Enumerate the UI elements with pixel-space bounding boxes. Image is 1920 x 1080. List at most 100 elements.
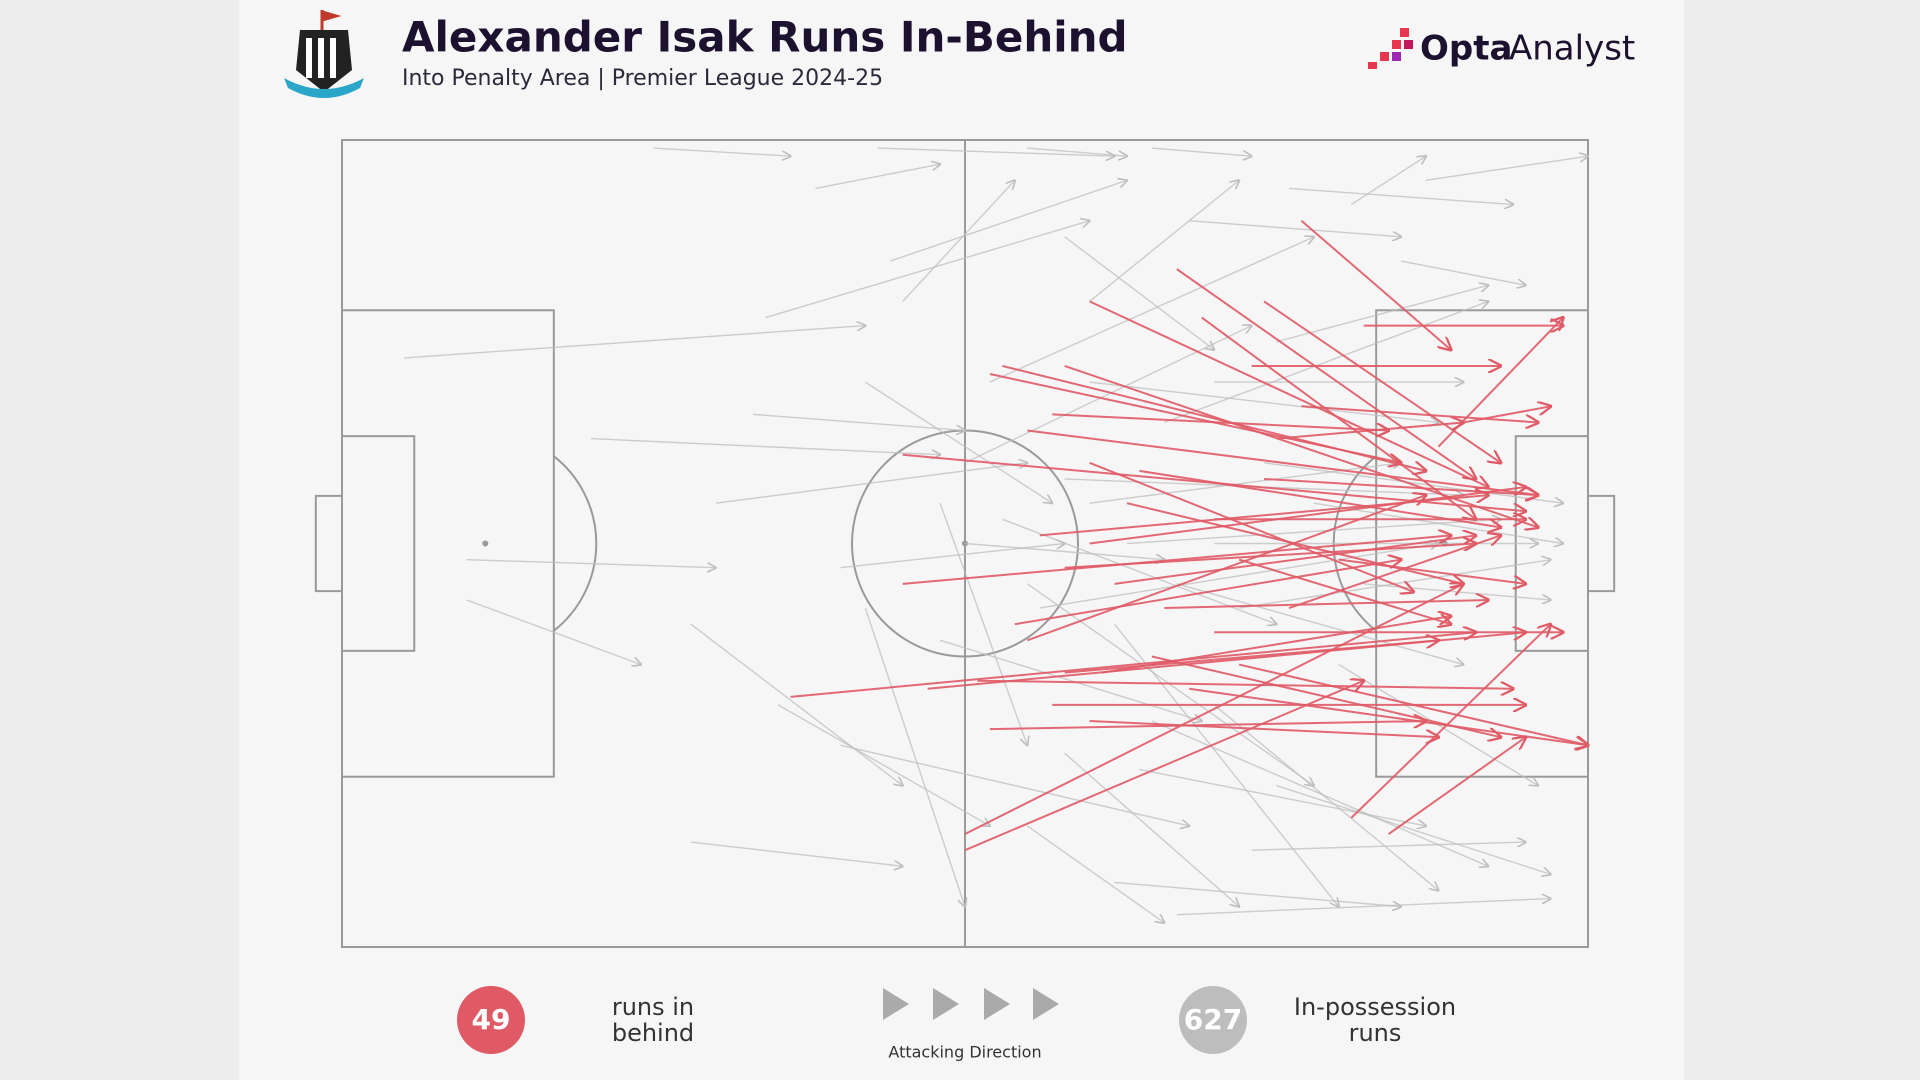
possession-run	[777, 704, 990, 826]
possession-run	[1425, 156, 1588, 182]
run-in-behind	[1238, 663, 1588, 746]
possession-run	[939, 502, 1027, 745]
brand-logo: Opta Analyst	[1368, 28, 1635, 69]
run-in-behind	[902, 535, 1451, 585]
possession-run	[690, 841, 903, 866]
run-in-behind	[1164, 600, 1488, 610]
possession-run	[964, 542, 1164, 560]
possession-run	[902, 180, 1015, 302]
possession-run	[1114, 881, 1402, 906]
possession-run	[1263, 462, 1563, 503]
possession-run	[890, 180, 1127, 262]
penalty-arc	[553, 455, 598, 632]
run-in-behind	[1263, 477, 1538, 495]
run-in-behind	[1300, 219, 1451, 350]
run-in-behind	[1276, 422, 1464, 440]
run-in-behind	[1288, 535, 1501, 610]
possession-run	[1026, 583, 1314, 786]
run-in-behind	[1052, 413, 1388, 430]
run-in-behind	[1263, 300, 1501, 462]
possession-run	[1064, 752, 1239, 906]
runs	[404, 147, 1588, 923]
possession-run	[1251, 842, 1526, 851]
brand-light: Analyst	[1509, 29, 1635, 69]
possession-run	[1064, 236, 1215, 350]
possession-run	[815, 164, 940, 190]
legend-badge	[457, 986, 525, 1054]
run-in-behind	[1350, 624, 1550, 819]
possession-run	[989, 237, 1314, 383]
run-in-behind	[1064, 544, 1476, 569]
possession-run	[1176, 899, 1551, 916]
run-in-behind	[1089, 720, 1439, 737]
possession-run	[964, 326, 1252, 464]
run-in-behind	[1463, 406, 1550, 424]
possession-run	[1189, 220, 1401, 237]
run-in-behind	[1338, 558, 1526, 584]
run-in-behind	[1014, 560, 1401, 626]
run-in-behind	[1139, 469, 1500, 527]
direction-arrow	[883, 988, 909, 1020]
run-in-behind	[1176, 268, 1476, 479]
brand-bold: Opta	[1420, 29, 1512, 69]
run-in-behind	[1089, 461, 1414, 592]
possession-run	[1026, 825, 1164, 923]
run-in-behind	[1026, 495, 1426, 642]
run-in-behind	[1114, 535, 1476, 585]
possession-run	[1276, 784, 1551, 875]
run-in-behind	[1238, 558, 1451, 625]
possession-run	[753, 413, 965, 430]
possession-run	[1089, 180, 1240, 302]
possession-run	[715, 463, 1028, 504]
possession-run	[1139, 768, 1426, 825]
goal	[1587, 494, 1616, 593]
possession-run	[690, 623, 903, 785]
possession-run	[877, 147, 1115, 156]
card	[239, 0, 1684, 1080]
legend-badge	[1179, 986, 1247, 1054]
run-in-behind	[1064, 365, 1538, 527]
run-in-behind	[1101, 616, 1451, 674]
possession-run	[466, 599, 641, 665]
possession-run	[1288, 187, 1513, 204]
run-in-behind	[790, 632, 1476, 698]
possession-run	[1089, 463, 1402, 504]
possession-run	[1213, 704, 1438, 891]
run-in-behind	[1002, 364, 1426, 471]
run-in-behind	[1189, 687, 1588, 745]
possession-run	[653, 147, 791, 156]
possession-run	[1039, 544, 1439, 609]
run-in-behind	[1027, 429, 1538, 496]
possession-run	[1164, 301, 1488, 424]
run-in-behind	[1388, 737, 1526, 835]
possession-run	[765, 221, 1090, 319]
possession-run	[1400, 260, 1526, 285]
run-in-behind	[1089, 487, 1526, 545]
possession-run	[1276, 285, 1489, 343]
possession-run	[1151, 720, 1488, 866]
run-in-behind	[977, 679, 1513, 689]
run-in-behind	[964, 584, 1463, 835]
possession-run	[1151, 147, 1252, 156]
run-in-behind	[1089, 300, 1489, 487]
legend: 627 In-possession runs 49 runs in behind Attac…	[457, 986, 1456, 1062]
penalty-spot	[482, 540, 489, 547]
possession-run	[1089, 381, 1439, 422]
subtitle: Into Penalty Area | Premier League 2024-…	[402, 66, 883, 91]
possession-run	[1176, 583, 1464, 665]
club-crest	[284, 10, 364, 98]
legend-label: runs in behind	[612, 993, 694, 1047]
possession-run	[840, 544, 1064, 569]
possession-run	[939, 639, 1202, 721]
possession-run	[864, 381, 1052, 503]
legend-count: 49	[472, 1003, 511, 1036]
legend-count: 627	[1184, 1003, 1242, 1036]
possession-run	[1350, 156, 1426, 206]
possession-run	[466, 558, 716, 568]
possession-run	[404, 326, 865, 359]
run-in-behind	[989, 721, 1426, 731]
legend-label: In-possession runs	[1294, 993, 1456, 1047]
run-in-behind	[1201, 316, 1476, 520]
